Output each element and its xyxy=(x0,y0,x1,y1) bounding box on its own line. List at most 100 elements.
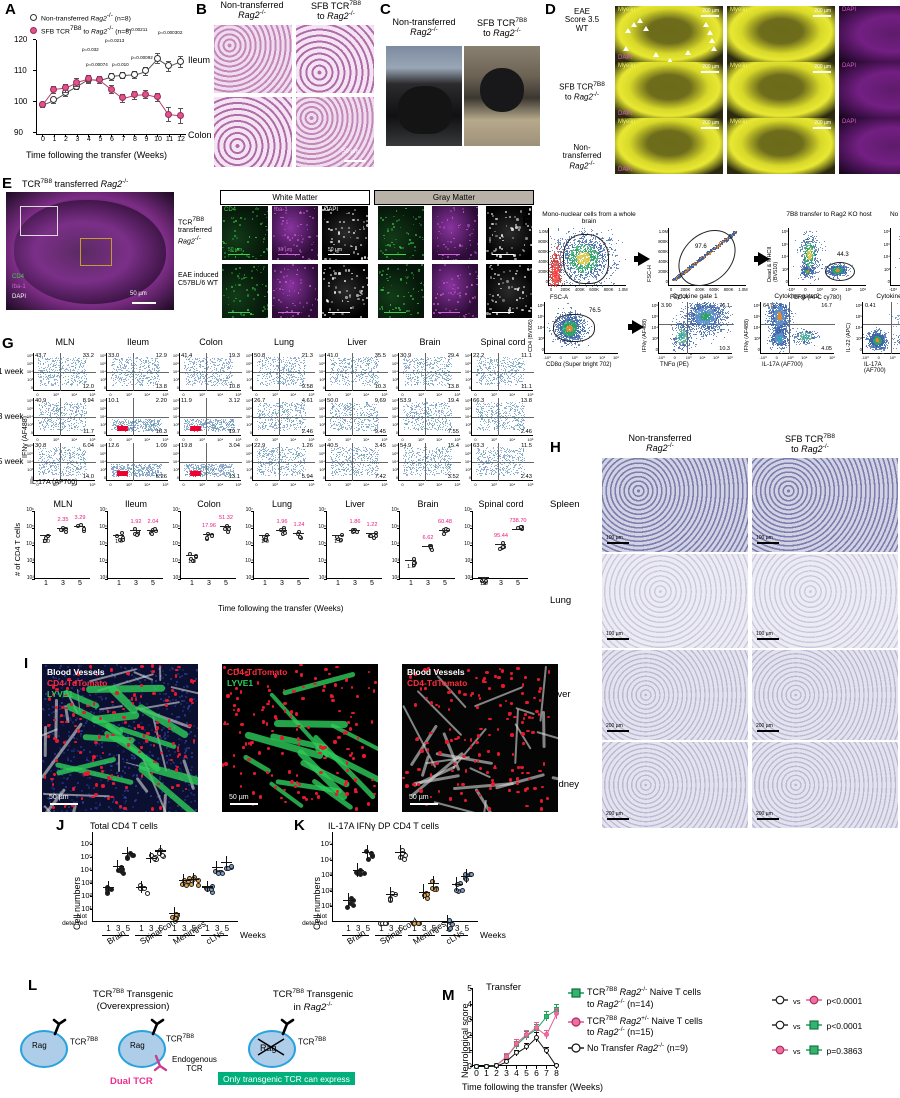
panel-l-cell-2-label: Rag xyxy=(130,1041,145,1050)
panel-h-image-spleen-c1: 100 µm xyxy=(752,458,898,552)
panel-d-label-myelin: Myelin xyxy=(618,63,635,69)
panel-f-xtick: 10⁶ xyxy=(826,355,838,360)
panel-m-xtick-8: 8 xyxy=(553,1068,560,1078)
panel-g-quant-plot-5: 10² 10³ 10⁴ 10⁵ 10⁶ 1 1.0 3 6.62 5 60.48 xyxy=(399,511,455,579)
panel-g-quant-ytick: 10⁴ xyxy=(241,558,253,564)
panel-c-photo-sfb xyxy=(464,46,540,146)
panel-f-ytick: 600K xyxy=(653,249,668,254)
panel-g-ytick: 10⁶ xyxy=(242,353,252,358)
panel-m-xtick-7: 7 xyxy=(543,1068,550,1078)
panel-g-ytick: 10⁴ xyxy=(23,459,33,464)
panel-h-image-kidney-c0: 200 µm xyxy=(602,742,748,828)
panel-g-xtick: 10⁴ xyxy=(215,437,226,442)
panel-f-xtick: 400K xyxy=(693,287,707,292)
panel-f-bot-ylabel-2: IFNγ (AF488) xyxy=(744,319,750,352)
panel-g-quad-ur-r0-c4: 35.5 xyxy=(375,353,386,359)
panel-g-quad-ul-r2-c6: 63.3 xyxy=(473,443,484,449)
panel-g-xtick: 10⁴ xyxy=(361,437,372,442)
panel-d-label: D xyxy=(545,2,556,17)
panel-g-ytick: 10⁴ xyxy=(388,459,398,464)
panel-g-xtick: 10⁵ xyxy=(525,482,536,487)
panel-g-xlabel: IL-17A (AF700) xyxy=(30,479,77,486)
panel-g-ytick: 10⁵ xyxy=(461,451,471,456)
panel-g-ytick: 0 xyxy=(315,385,325,390)
panel-f-ytick: 0 xyxy=(653,279,668,284)
panel-g-quant-ytick: 10³ xyxy=(241,575,253,581)
panel-g-xtick: 0 xyxy=(397,392,408,397)
panel-m-axes: 012345012345678 xyxy=(472,988,558,1066)
panel-g-ytick: 10³ xyxy=(169,422,179,427)
panel-g-fold-4-2: 1.22 xyxy=(359,522,385,528)
panel-m-point-2-3 xyxy=(504,1059,509,1064)
panel-g-plot-r0-c4: 41.0 35.5 10.3 0 10³ 10⁴ 10⁵ 10⁶ 0 10³ 10⁴ 10⁵ xyxy=(325,353,387,391)
panel-g-quad-lr-r0-c1: 13.8 xyxy=(156,384,167,390)
panel-g-quad-ul-r0-c5: 30.9 xyxy=(400,353,411,359)
panel-f-ytick: 10⁶ xyxy=(647,303,658,308)
panel-a-xtick-7: 7 xyxy=(120,136,128,143)
panel-d-image-r1-c1: Myelin 200 µm xyxy=(727,62,835,118)
panel-g-ytick: 10³ xyxy=(96,377,106,382)
panel-g-ytick: 0 xyxy=(242,475,252,480)
stat-marker-a-1 xyxy=(772,1017,788,1035)
panel-g-ytick: 0 xyxy=(96,385,106,390)
open-circle-icon xyxy=(30,14,37,21)
panel-a-point-1-9 xyxy=(142,91,149,98)
panel-g-quant-ytick: 10⁴ xyxy=(95,558,107,564)
data-point xyxy=(150,532,154,536)
panel-g-plot-r1-c1: 10.1 2.20 16.3 0 10³ 10⁴ 10⁵ 10⁶ 0 10³ 10⁴ 10⁵ xyxy=(106,398,168,436)
panel-a-point-1-12 xyxy=(177,112,184,119)
panel-c-col-1: Non-transferred Rag2-/- xyxy=(386,18,462,38)
panel-f-xtick: 0 xyxy=(873,355,885,360)
green-square-icon xyxy=(568,988,584,998)
panel-g-xtick: 10³ xyxy=(415,482,426,487)
panel-f-quad-ur-1: 76.1 xyxy=(719,303,730,309)
panel-g-xtick: 10³ xyxy=(415,392,426,397)
panel-f-bot-xlabel-1: TNFα (PE) xyxy=(660,362,689,368)
panel-g-xtick: 10⁴ xyxy=(507,437,518,442)
panel-g-ytick: 10⁶ xyxy=(169,398,179,403)
panel-g-xtick: 10³ xyxy=(488,482,499,487)
panel-d-image-r0-c0: Myelin DAPI 200 µm xyxy=(615,6,723,62)
panel-f-top-title-3: No transfer to Rag2 KO host xyxy=(884,211,900,218)
panel-g-xtick: 10⁵ xyxy=(160,482,171,487)
panel-g-ytick: 10⁶ xyxy=(96,353,106,358)
panel-g-ytick: 10⁶ xyxy=(388,398,398,403)
panel-f-bot-title-2: Cytokine gate 2 xyxy=(756,293,838,300)
panel-g-ytick: 10³ xyxy=(96,467,106,472)
panel-e-overview-title: TCR7B8 transferred Rag2-/- xyxy=(22,178,128,189)
panel-f-quad-lr-1: 10.3 xyxy=(719,346,730,352)
panel-g-ylabel: IFNγ (AF488) xyxy=(22,416,29,458)
panel-i-label-cd4-tdtomato: CD4-TdTomato xyxy=(227,667,287,677)
panel-g-quad-lr-r2-c0: 14.0 xyxy=(83,474,94,480)
panel-d: D EAE Score 3.5 WT SFB TCR7B8 to Rag2-/- No… xyxy=(543,0,900,182)
panel-e-ch-cd4: CD4 xyxy=(12,274,24,280)
panel-g-quant-xtick-1: 1 xyxy=(189,580,195,587)
panel-g-ytick: 10³ xyxy=(315,422,325,427)
panel-g-timepoint-1: 3 week xyxy=(0,412,23,421)
panel-g-fold-1-0: 1.0 xyxy=(106,539,132,545)
panel-f-bot-ylabel-3: IL-22 (APC) xyxy=(846,323,852,352)
panel-g-ytick: 10⁴ xyxy=(461,414,471,419)
panel-a-legend: Non-transferred Rag2-/- (n=8) SFB TCR7B8… xyxy=(30,12,131,36)
panel-g-ytick: 0 xyxy=(169,475,179,480)
panel-d-label-dapi: DAPI xyxy=(842,63,856,69)
panel-g-ytick: 10⁴ xyxy=(388,369,398,374)
panel-g-quant-ytick: 10⁵ xyxy=(387,524,399,530)
panel-g-xtick: 10⁵ xyxy=(525,392,536,397)
panel-j-xlabel: Weeks xyxy=(240,930,266,940)
panel-g-quad-ul-r0-c1: 33.0 xyxy=(108,353,119,359)
panel-a-point-0-8 xyxy=(131,71,138,78)
panel-m-vs-0: vs xyxy=(793,997,801,1006)
data-point xyxy=(402,857,407,862)
panel-h-image-kidney-c1: 200 µm xyxy=(752,742,898,828)
panel-g-ytick: 10⁶ xyxy=(315,353,325,358)
panel-g-plot-r0-c3: 50.8 21.3 9.58 0 10³ 10⁴ 10⁵ 10⁶ 0 10³ 10⁴ 10⁵ xyxy=(252,353,314,391)
panel-g-ytick: 0 xyxy=(242,385,252,390)
panel-f-ytick: 0 xyxy=(647,347,658,352)
panel-g-xtick: 10⁵ xyxy=(87,482,98,487)
panel-d-image-r1-c0: Myelin DAPI 200 µm xyxy=(615,62,723,118)
panel-a-xlabel: Time following the transfer (Weeks) xyxy=(26,150,167,160)
panel-g-ytick: 10⁴ xyxy=(169,459,179,464)
panel-e-overview-scalebar: 50 µm xyxy=(130,291,147,297)
panel-g-xtick: 0 xyxy=(105,482,116,487)
